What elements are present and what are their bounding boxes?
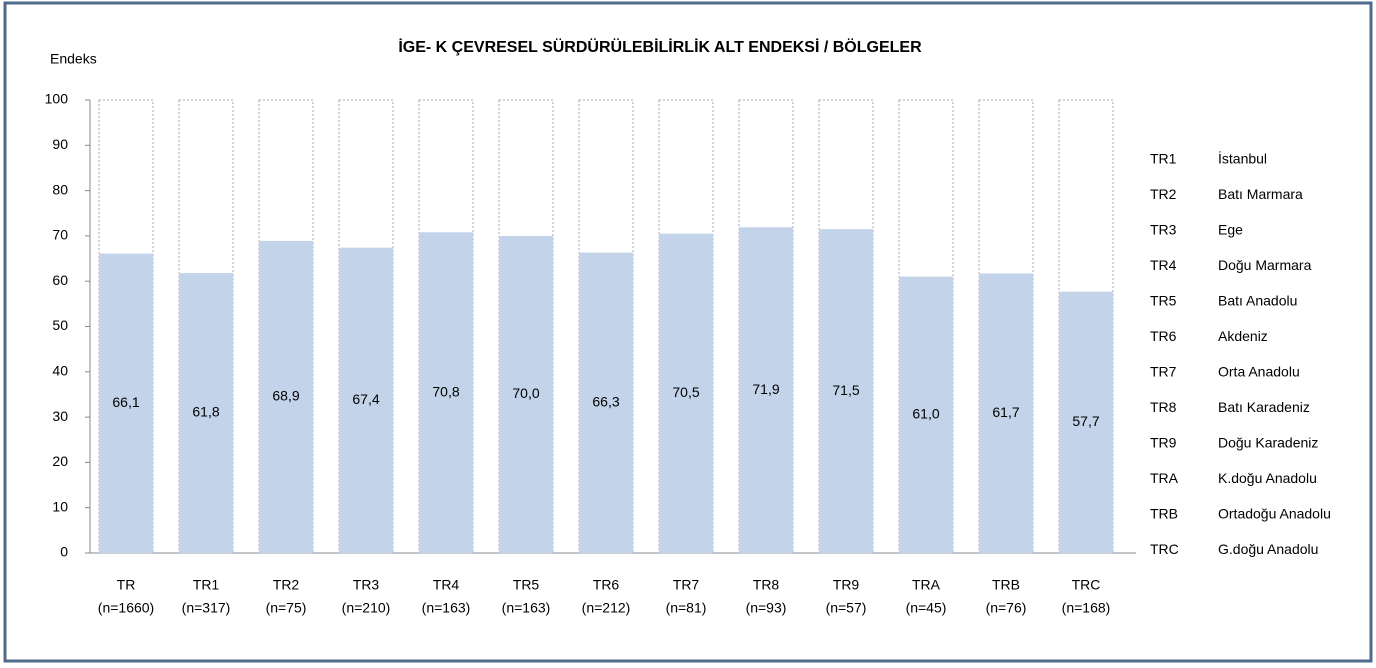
- x-tick-label: TR6: [593, 577, 620, 593]
- x-tick-sublabel: (n=212): [582, 600, 631, 616]
- legend-code: TR3: [1150, 222, 1177, 238]
- bar: [1059, 291, 1113, 553]
- bar: [99, 253, 153, 553]
- x-tick-sublabel: (n=45): [906, 600, 947, 616]
- legend-name: K.doğu Anadolu: [1218, 470, 1317, 486]
- legend-name: Batı Anadolu: [1218, 293, 1297, 309]
- value-label: 66,3: [592, 394, 619, 410]
- x-tick-sublabel: (n=93): [746, 600, 787, 616]
- bar: [979, 273, 1033, 553]
- y-tick-label: 100: [45, 91, 69, 107]
- y-tick-label: 90: [52, 136, 68, 152]
- x-tick-label: TR4: [433, 577, 460, 593]
- legend-name: G.doğu Anadolu: [1218, 541, 1318, 557]
- value-label: 61,0: [912, 406, 939, 422]
- y-tick-label: 40: [52, 363, 68, 379]
- bar: [819, 229, 873, 554]
- legend-code: TR1: [1150, 151, 1177, 167]
- x-tick-sublabel: (n=163): [422, 600, 471, 616]
- y-tick-label: 80: [52, 181, 68, 197]
- x-tick-label: TRB: [992, 577, 1020, 593]
- legend-name: Batı Marmara: [1218, 186, 1303, 202]
- x-tick-label: TRA: [912, 577, 941, 593]
- x-tick-label: TR1: [193, 577, 220, 593]
- y-tick-label: 10: [52, 498, 68, 514]
- bar: [179, 273, 233, 553]
- bar: [339, 247, 393, 554]
- legend-name: Batı Karadeniz: [1218, 399, 1310, 415]
- legend-code: TRC: [1150, 541, 1179, 557]
- value-label: 70,5: [672, 384, 699, 400]
- value-label: 57,7: [1072, 413, 1099, 429]
- x-tick-sublabel: (n=168): [1062, 600, 1111, 616]
- value-label: 71,5: [832, 382, 859, 398]
- legend-name: Akdeniz: [1218, 328, 1268, 344]
- y-tick-label: 60: [52, 272, 68, 288]
- x-tick-sublabel: (n=163): [502, 600, 551, 616]
- x-tick-sublabel: (n=76): [986, 600, 1027, 616]
- legend-code: TR7: [1150, 364, 1177, 380]
- x-tick-sublabel: (n=317): [182, 600, 231, 616]
- x-tick-label: TR: [117, 577, 136, 593]
- value-label: 68,9: [272, 388, 299, 404]
- y-tick-label: 30: [52, 408, 68, 424]
- value-label: 70,0: [512, 385, 539, 401]
- x-tick-label: TR2: [273, 577, 300, 593]
- x-tick-label: TR9: [833, 577, 860, 593]
- legend-code: TRA: [1150, 470, 1179, 486]
- legend-code: TR2: [1150, 186, 1177, 202]
- bar: [659, 233, 713, 553]
- legend-name: İstanbul: [1218, 150, 1267, 167]
- x-tick-label: TR3: [353, 577, 380, 593]
- legend-code: TR8: [1150, 399, 1177, 415]
- x-tick-sublabel: (n=57): [826, 600, 867, 616]
- x-tick-sublabel: (n=1660): [98, 600, 154, 616]
- y-tick-label: 0: [60, 544, 68, 560]
- value-label: 67,4: [352, 391, 379, 407]
- legend-name: Ege: [1218, 222, 1243, 238]
- legend-name: Doğu Marmara: [1218, 257, 1312, 273]
- bar: [499, 235, 553, 553]
- legend-code: TRB: [1150, 506, 1178, 522]
- bar: [739, 227, 793, 553]
- x-tick-label: TRC: [1072, 577, 1101, 593]
- y-axis-label: Endeks: [50, 51, 97, 67]
- x-tick-label: TR7: [673, 577, 700, 593]
- bar: [259, 240, 313, 553]
- y-tick-label: 20: [52, 453, 68, 469]
- legend-code: TR6: [1150, 328, 1177, 344]
- value-label: 66,1: [112, 394, 139, 410]
- value-label: 71,9: [752, 381, 779, 397]
- legend-name: Orta Anadolu: [1218, 364, 1300, 380]
- value-label: 70,8: [432, 383, 459, 399]
- value-label: 61,7: [992, 404, 1019, 420]
- bar: [579, 252, 633, 553]
- x-tick-sublabel: (n=210): [342, 600, 391, 616]
- legend-code: TR4: [1150, 257, 1177, 273]
- legend-name: Doğu Karadeniz: [1218, 435, 1318, 451]
- bar: [419, 232, 473, 553]
- legend-name: Ortadoğu Anadolu: [1218, 506, 1331, 522]
- value-label: 61,8: [192, 404, 219, 420]
- x-tick-label: TR8: [753, 577, 780, 593]
- legend-code: TR9: [1150, 435, 1177, 451]
- legend-code: TR5: [1150, 293, 1177, 309]
- x-tick-sublabel: (n=75): [266, 600, 307, 616]
- y-tick-label: 70: [52, 227, 68, 243]
- bar: [899, 276, 953, 553]
- x-tick-sublabel: (n=81): [666, 600, 707, 616]
- y-tick-label: 50: [52, 317, 68, 333]
- chart-title: İGE- K ÇEVRESEL SÜRDÜRÜLEBİLİRLİK ALT EN…: [398, 37, 922, 56]
- x-tick-label: TR5: [513, 577, 540, 593]
